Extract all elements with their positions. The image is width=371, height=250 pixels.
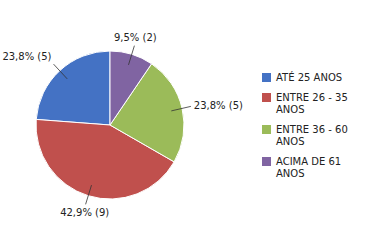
data-label: 42,9% (9) <box>60 207 109 218</box>
pie-slice <box>110 51 152 125</box>
legend-label: ENTRE 26 - 35ANOS <box>276 92 348 115</box>
legend-swatch <box>262 73 271 82</box>
legend-swatch <box>262 157 271 166</box>
leader-line <box>86 185 92 204</box>
legend-label: ENTRE 36 - 60ANOS <box>276 124 348 147</box>
data-labels: 23,8% (5) 42,9% (9) 23,8% (5) 9,5% (2) <box>2 32 243 218</box>
data-label: 23,8% (5) <box>2 51 51 62</box>
pie-slice <box>36 51 110 125</box>
data-label: 9,5% (2) <box>114 32 157 43</box>
legend: ATÉ 25 ANOS ENTRE 26 - 35ANOS ENTRE 36 - 6… <box>262 71 348 179</box>
leader-line <box>128 46 134 65</box>
leader-line <box>171 106 191 111</box>
legend-label: ATÉ 25 ANOS <box>276 71 342 83</box>
pie <box>36 51 184 199</box>
legend-label: ACIMA DE 61ANOS <box>276 156 341 179</box>
legend-swatch <box>262 125 271 134</box>
legend-swatch <box>262 93 271 102</box>
leader-line <box>54 64 68 79</box>
chart: 23,8% (5) 42,9% (9) 23,8% (5) 9,5% (2) ATÉ 2… <box>0 0 371 250</box>
data-label: 23,8% (5) <box>194 100 243 111</box>
